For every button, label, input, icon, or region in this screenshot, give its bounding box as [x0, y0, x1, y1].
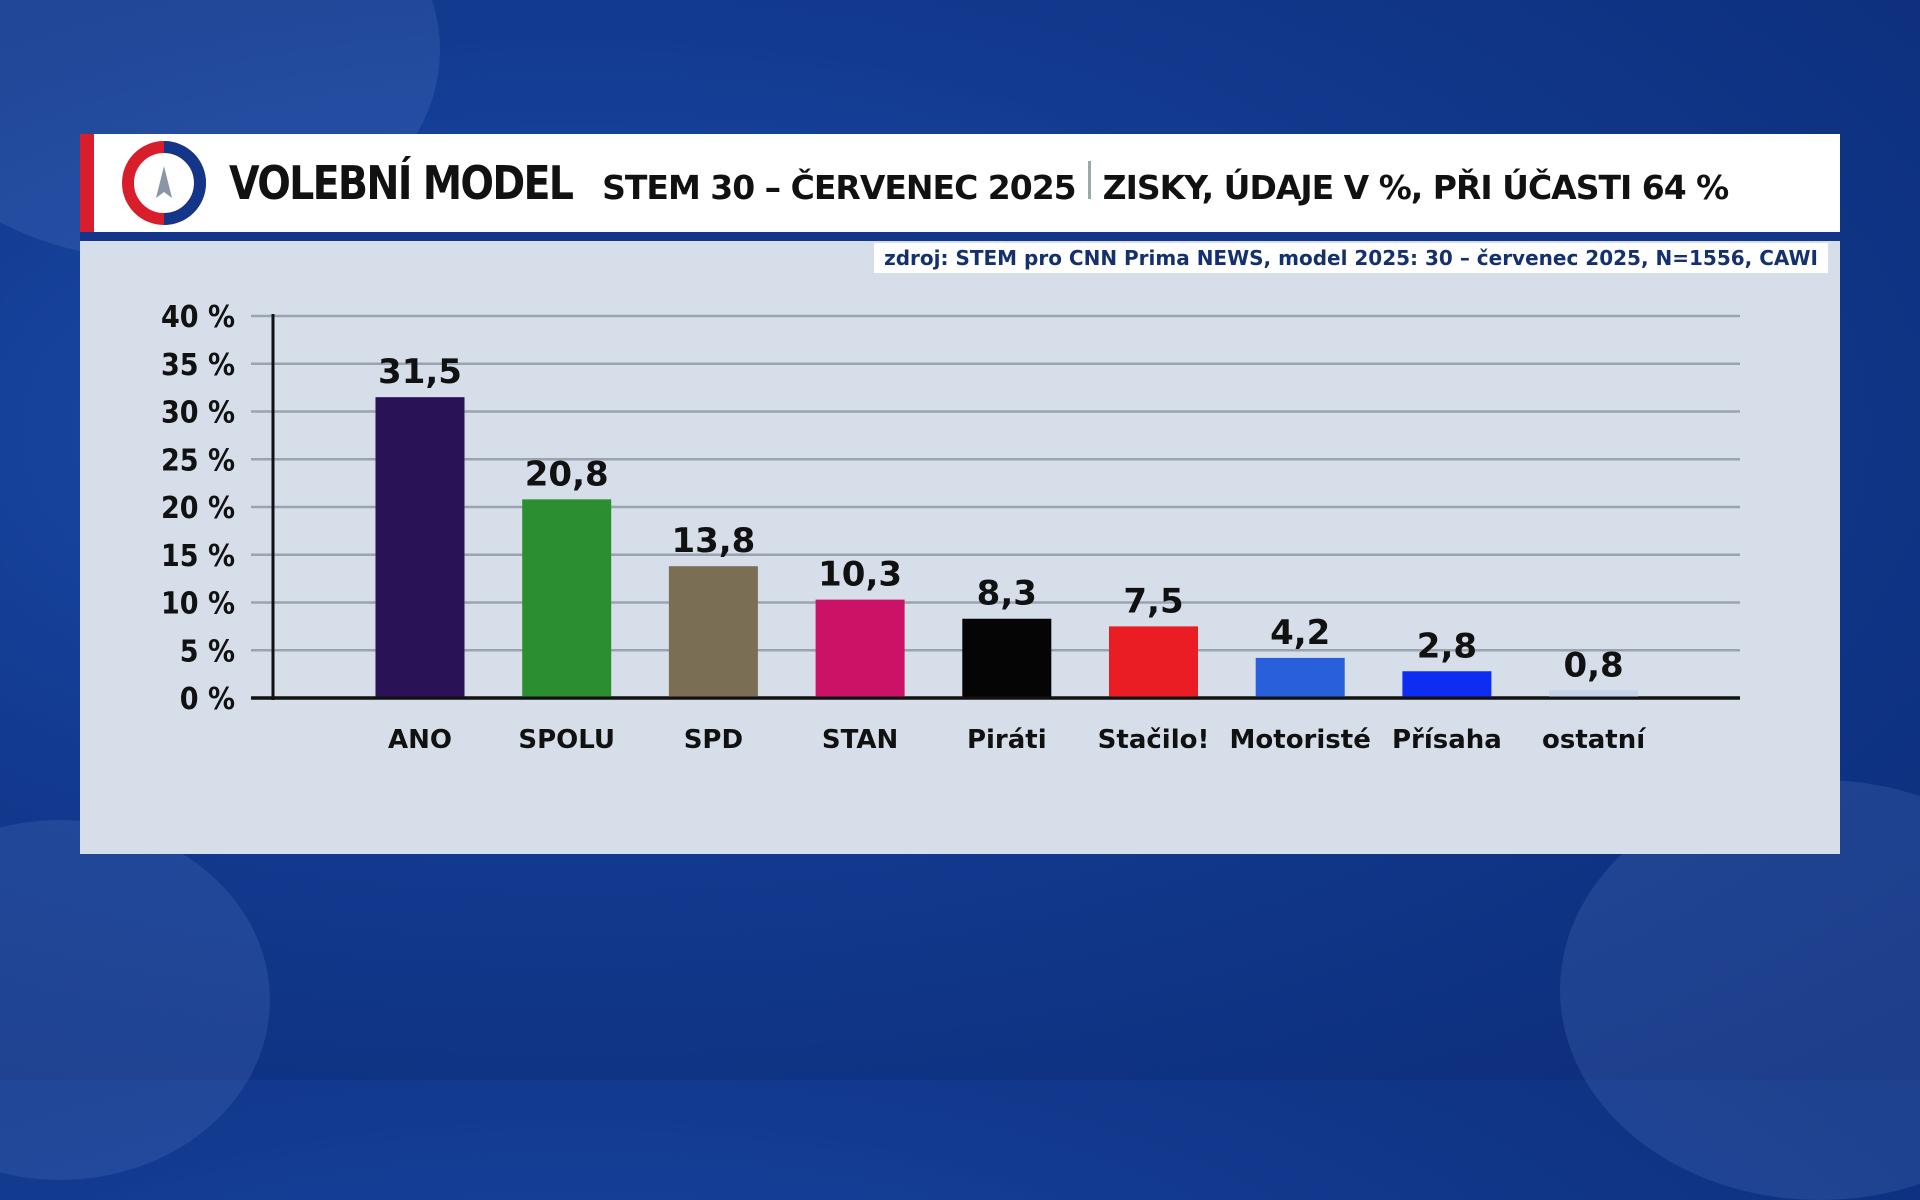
background-shape [0, 820, 270, 1180]
bar-chart: 0 % 5 % 10 % 15 % 20 % 25 % 30 % 35 % 40 % 31,5 AN… [161, 300, 1740, 755]
data-label: 8,3 [977, 574, 1037, 614]
y-tick-label: 15 % [161, 539, 235, 574]
x-tick-label: Stačilo! [1098, 725, 1210, 755]
header-bar: VOLEBNÍ MODEL STEM 30 – ČERVENEC 2025 ZI… [80, 134, 1840, 232]
logo-icon [122, 141, 206, 225]
data-label: 20,8 [525, 454, 609, 494]
bar [1402, 671, 1492, 697]
x-tick-label: ostatní [1542, 725, 1647, 755]
y-tick-label: 40 % [161, 300, 235, 335]
title-divider [1087, 161, 1091, 199]
bar [1109, 626, 1198, 697]
data-label: 0,8 [1563, 645, 1623, 685]
data-label: 4,2 [1270, 613, 1330, 653]
data-label: 2,8 [1417, 626, 1477, 666]
y-tick-label: 35 % [161, 348, 235, 383]
data-label: 7,5 [1123, 581, 1183, 621]
x-tick-label: SPD [684, 725, 743, 755]
source-note: zdroj: STEM pro CNN Prima NEWS, model 20… [874, 243, 1828, 273]
bar [962, 618, 1052, 697]
y-tick-label: 30 % [161, 396, 235, 431]
data-label: 31,5 [378, 352, 462, 392]
header-underline [80, 232, 1840, 241]
bar [1549, 690, 1639, 697]
x-tick-label: STAN [822, 725, 898, 755]
bar [522, 499, 612, 697]
data-label: 10,3 [818, 555, 902, 595]
bar [815, 599, 905, 697]
page-subtitle-2: ZISKY, ÚDAJE V %, PŘI ÚČASTI 64 % [1102, 168, 1730, 207]
page-title: VOLEBNÍ MODEL [229, 156, 574, 210]
y-tick-label: 5 % [180, 634, 235, 669]
data-label: 13,8 [671, 521, 755, 561]
page-subtitle: STEM 30 – ČERVENEC 2025 [602, 168, 1077, 207]
x-tick-label: Motoristé [1230, 725, 1371, 755]
y-tick-label: 20 % [161, 491, 235, 526]
x-tick-label: ANO [388, 725, 452, 755]
y-tick-label: 10 % [161, 587, 235, 622]
bar [668, 566, 758, 697]
x-tick-label: Přísaha [1392, 725, 1502, 755]
bar [1255, 657, 1345, 697]
y-tick-label: 0 % [180, 682, 235, 717]
x-tick-label: SPOLU [518, 725, 615, 755]
bar [375, 397, 465, 697]
chart-panel: VOLEBNÍ MODEL STEM 30 – ČERVENEC 2025 ZI… [80, 134, 1840, 854]
y-tick-label: 25 % [161, 443, 235, 478]
x-tick-label: Piráti [967, 725, 1047, 755]
